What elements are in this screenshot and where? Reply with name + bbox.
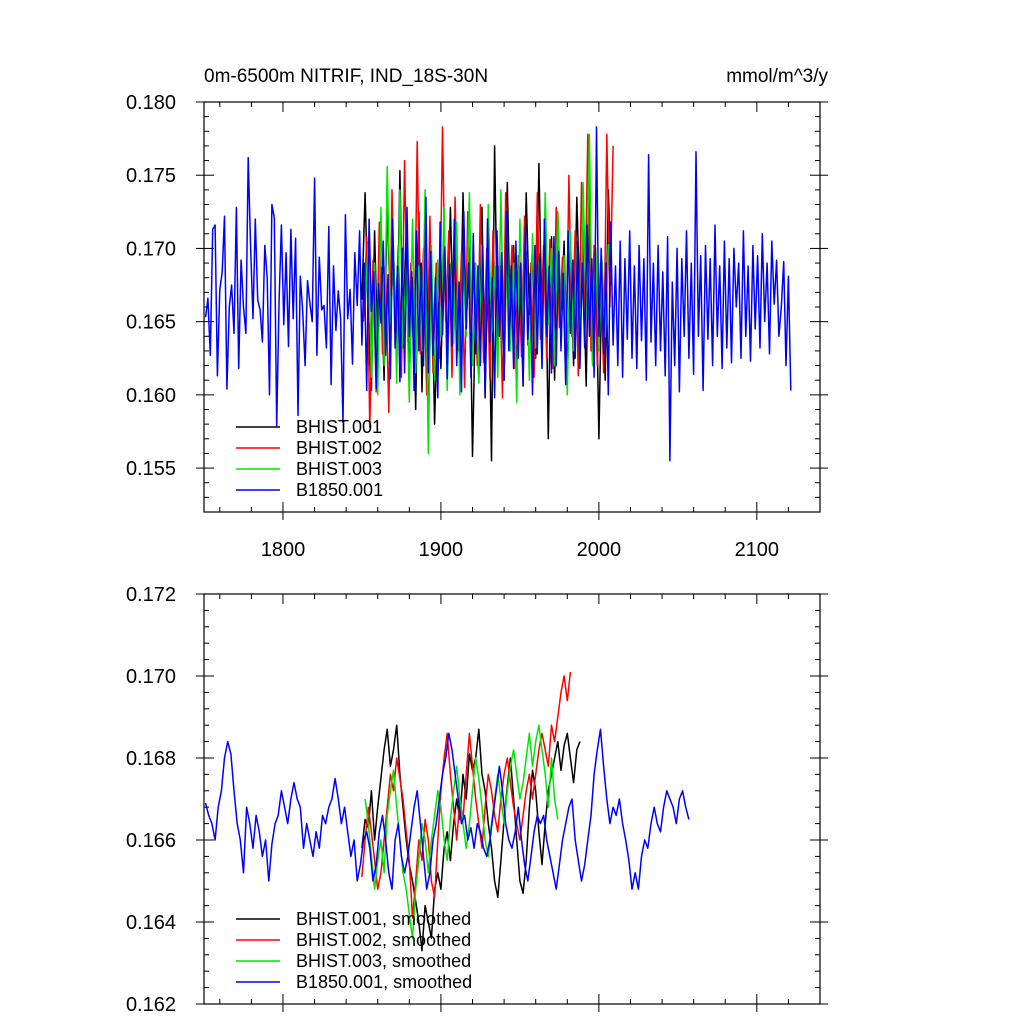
- top-panel-units: mmol/m^3/y: [726, 66, 828, 87]
- bottom-panel-ticks: 0.162 0.164 0.166 0.168 0.170 0.172: [126, 584, 828, 1016]
- top-legend-label-3: B1850.001: [296, 480, 383, 500]
- bottom-series-line-2: [364, 724, 559, 940]
- top-y-tick-label: 0.180: [126, 92, 176, 114]
- top-x-tick-label: 1900: [419, 539, 464, 561]
- bottom-series-line-1: [361, 671, 572, 919]
- bottom-panel-frame: [203, 593, 821, 1005]
- bottom-series-line-3: [204, 728, 690, 890]
- bottom-y-tick-label: 0.170: [126, 666, 176, 688]
- top-x-tick-label: 1800: [261, 539, 306, 561]
- bottom-y-tick-label: 0.162: [126, 994, 176, 1016]
- bottom-panel: 0.162 0.164 0.166 0.168 0.170 0.172 BHIST.001…: [126, 584, 828, 1016]
- top-panel: 0m-6500m NITRIF, IND_18S-30N mmol/m^3/y …: [126, 66, 829, 561]
- bottom-legend-label-0: BHIST.001, smoothed: [296, 909, 471, 929]
- bottom-legend-label-1: BHIST.002, smoothed: [296, 930, 471, 950]
- bottom-legend-label-3: B1850.001, smoothed: [296, 972, 472, 992]
- bottom-y-tick-label: 0.172: [126, 584, 176, 606]
- top-panel-title: 0m-6500m NITRIF, IND_18S-30N: [204, 66, 488, 87]
- top-panel-ticks: 1800 1900 2000 2100 0.155 0.160 0.165 0.170 0.17…: [126, 92, 828, 561]
- top-legend-label-1: BHIST.002: [296, 438, 382, 458]
- bottom-series-line-0: [361, 724, 581, 952]
- bottom-y-tick-label: 0.168: [126, 748, 176, 770]
- top-legend-label-2: BHIST.003: [296, 459, 382, 479]
- bottom-y-tick-label: 0.166: [126, 830, 176, 852]
- top-panel-series: [204, 126, 792, 462]
- top-y-tick-label: 0.165: [126, 312, 176, 334]
- top-y-tick-label: 0.160: [126, 385, 176, 407]
- top-series-line-3: [204, 126, 792, 462]
- top-x-tick-label: 2100: [735, 539, 780, 561]
- top-legend-label-0: BHIST.001: [296, 417, 382, 437]
- top-y-tick-label: 0.175: [126, 165, 176, 187]
- top-y-tick-label: 0.155: [126, 458, 176, 480]
- top-panel-frame: [203, 101, 821, 513]
- top-y-tick-label: 0.170: [126, 238, 176, 260]
- bottom-y-tick-label: 0.164: [126, 912, 176, 934]
- bottom-legend-label-2: BHIST.003, smoothed: [296, 951, 471, 971]
- top-x-tick-label: 2000: [577, 539, 622, 561]
- bottom-panel-series: [204, 671, 690, 952]
